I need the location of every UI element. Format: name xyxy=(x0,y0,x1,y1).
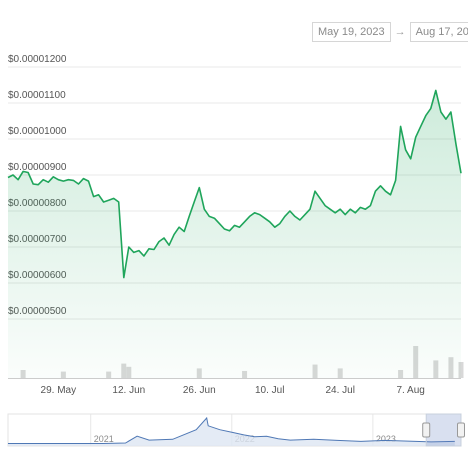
navigator-year-label: 2021 xyxy=(94,434,114,444)
date-range: May 19, 2023 → Aug 17, 2023 xyxy=(312,22,468,42)
price-line xyxy=(7,89,462,279)
x-tick-label: 7. Aug xyxy=(396,385,424,396)
y-tick-label: $0.00001200 xyxy=(8,54,67,65)
navigator[interactable]: 202120222023 xyxy=(7,413,465,447)
price-area xyxy=(7,89,462,379)
date-to-input[interactable]: Aug 17, 2023 xyxy=(409,22,468,42)
y-tick-label: $0.00001100 xyxy=(8,90,66,101)
x-tick-label: 29. May xyxy=(41,385,77,396)
date-from-input[interactable]: May 19, 2023 xyxy=(312,22,391,42)
x-tick-label: 12. Jun xyxy=(112,385,145,396)
x-tick-label: 26. Jun xyxy=(183,385,216,396)
navigator-year-label: 2023 xyxy=(376,434,396,444)
price-area-fill xyxy=(8,90,461,379)
x-tick-label: 24. Jul xyxy=(325,385,354,396)
y-tick-label: $0.00000900 xyxy=(8,162,67,173)
navigator-handle-left[interactable] xyxy=(422,422,431,438)
navigator-handle-right[interactable] xyxy=(457,422,465,438)
range-arrow: → xyxy=(394,26,406,38)
y-tick-label: $0.00001000 xyxy=(8,126,67,137)
navigator-line xyxy=(8,416,455,444)
navigator-area xyxy=(8,418,455,446)
x-axis: 29. May 12. Jun 26. Jun 10. Jul 24. Jul 7. Au… xyxy=(8,378,461,396)
x-tick-label: 10. Jul xyxy=(255,385,284,396)
navigator-selection[interactable] xyxy=(425,413,462,447)
